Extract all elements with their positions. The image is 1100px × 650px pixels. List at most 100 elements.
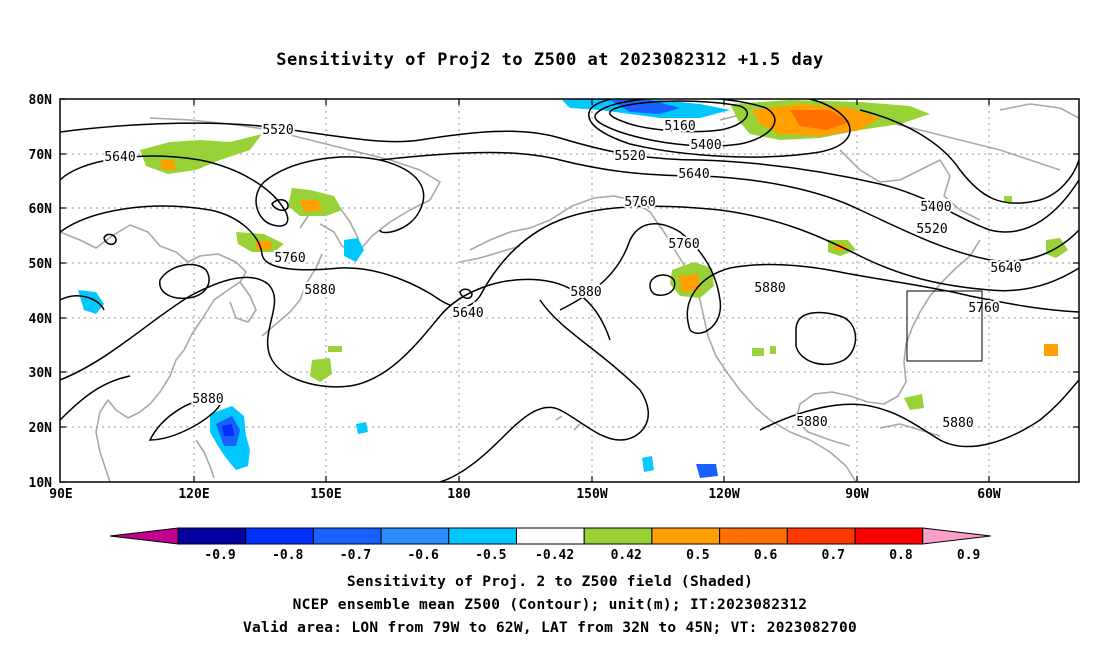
footer-line-3: Valid area: LON from 79W to 62W, LAT fro… — [242, 620, 858, 636]
lat-label: 80N — [29, 93, 53, 108]
contour-5520 — [60, 122, 1079, 233]
contour-label: 5640 — [104, 150, 135, 165]
footer-line-1: Sensitivity of Proj. 2 to Z500 field (Sh… — [346, 574, 754, 590]
shade-siberia-green — [140, 134, 262, 174]
z500-contours — [60, 99, 1079, 482]
coastline-hawaii — [555, 415, 581, 431]
contour-5160 — [609, 100, 748, 133]
lon-label: 90W — [845, 487, 869, 502]
colorbar — [109, 527, 991, 545]
lat-labels: 80N 70N 60N 50N 40N 30N 20N 10N — [29, 93, 53, 491]
contour-label: 5400 — [690, 138, 721, 153]
colorbar-tick-label: -0.6 — [407, 548, 438, 563]
contour-label: 5640 — [990, 261, 1021, 276]
coastline-aleutians — [459, 245, 521, 263]
colorbar-box — [448, 527, 517, 545]
shade-pacific-blue3 — [696, 464, 718, 478]
contour-label: 5520 — [614, 149, 645, 164]
lon-label: 120E — [178, 487, 209, 502]
contour-label: 5400 — [920, 200, 951, 215]
contour-loop-west — [159, 263, 210, 300]
shade-alaska-orange — [678, 274, 700, 292]
contour-labels: 5160 5400 5400 5520 5520 5520 5640 5640 … — [102, 117, 1023, 433]
coastline-japan — [261, 253, 323, 337]
shade-mexico-green2 — [770, 346, 776, 354]
colorbar-tick-label: 0.5 — [686, 548, 709, 563]
shade-caribbean-green — [904, 394, 924, 410]
contour-label: 5880 — [304, 283, 335, 298]
contour-label: 5640 — [452, 306, 483, 321]
lat-label: 50N — [29, 257, 53, 272]
lat-label: 60N — [29, 202, 53, 217]
coastline-gulf — [795, 391, 869, 447]
shade-arctic-darkblue — [610, 100, 680, 114]
footer-line-2: NCEP ensemble mean Z500 (Contour); unit(… — [292, 597, 808, 613]
shade-japan-green — [310, 358, 332, 382]
contour-5640 — [60, 155, 425, 234]
colorbar-labels: -0.9 -0.8 -0.7 -0.6 -0.5 -0.42 0.42 0.5 0.6 0.7 0.… — [204, 548, 980, 563]
coastline-alaska — [469, 195, 709, 337]
coastline-hudson — [839, 149, 981, 221]
contour-5400-arctic — [588, 99, 851, 158]
contour-label: 5760 — [274, 251, 305, 266]
map-frame — [59, 98, 1080, 483]
contour-5880-east — [686, 263, 1079, 331]
contour-5880-sw — [148, 397, 221, 441]
contour-5400-east — [859, 109, 1079, 204]
colorbar-tick-label: 0.9 — [957, 548, 980, 563]
coastline-philippines — [195, 439, 215, 479]
contour-small4 — [649, 274, 676, 296]
contour-small2 — [103, 233, 117, 245]
contour-5640-main — [379, 151, 1079, 262]
map-area — [60, 99, 1079, 482]
colorbar-box — [516, 527, 585, 545]
contour-label: 5640 — [678, 167, 709, 182]
contour-label: 5880 — [570, 285, 601, 300]
coastline-us-west — [707, 335, 857, 482]
colorbar-tick-label: 0.7 — [822, 548, 845, 563]
colorbar-tick-label: 0.8 — [889, 548, 913, 563]
colorbar-tick-label: -0.7 — [340, 548, 371, 563]
lat-label: 20N — [29, 421, 53, 436]
contour-label: 5880 — [192, 392, 223, 407]
colorbar-right-arrow — [922, 527, 991, 545]
contour-label: 5880 — [754, 281, 785, 296]
lon-label: 60W — [977, 487, 1001, 502]
contour-label: 5160 — [664, 119, 695, 134]
contour-5880-loop — [795, 311, 857, 366]
shade-atlantic-orange — [1044, 344, 1058, 356]
contour-label: 5880 — [942, 416, 973, 431]
shade-siberia-orange — [160, 160, 176, 170]
lat-label: 10N — [29, 476, 53, 491]
colorbar-left-arrow — [109, 527, 179, 545]
contour-5280 — [594, 99, 776, 147]
lon-label: 150W — [576, 487, 607, 502]
colorbar-box — [719, 527, 788, 545]
coastline-greenland — [999, 103, 1079, 119]
colorbar-box — [380, 527, 450, 545]
colorbar-box — [651, 527, 721, 545]
colorbar-box — [786, 527, 856, 545]
coastlines — [60, 103, 1079, 482]
contour-label: 5760 — [968, 301, 999, 316]
coastline-asia — [60, 224, 247, 482]
contour-5880-se — [759, 379, 1079, 448]
shade-mexico-green — [752, 348, 764, 356]
lon-label: 180 — [447, 487, 471, 502]
colorbar-tick-label: -0.8 — [272, 548, 303, 563]
contour-5880-south — [60, 375, 131, 421]
shade-west-blue — [78, 290, 104, 314]
contour-5880-lower — [439, 299, 650, 482]
axis-ticks — [60, 98, 1079, 483]
coastline-us-east — [867, 239, 981, 405]
contour-5760-inner — [60, 295, 105, 311]
coastline-korea — [229, 281, 257, 323]
lon-label: 120W — [708, 487, 739, 502]
colorbar-box — [312, 527, 382, 545]
shade-philippines-navy — [222, 424, 234, 436]
contour-label: 5760 — [668, 237, 699, 252]
coastline-siberia — [149, 117, 441, 251]
colorbar-tick-label: -0.5 — [475, 548, 506, 563]
lon-labels: 90E 120E 150E 180 150W 120W 90W 60W — [49, 487, 1001, 502]
contour-small1 — [271, 199, 289, 211]
